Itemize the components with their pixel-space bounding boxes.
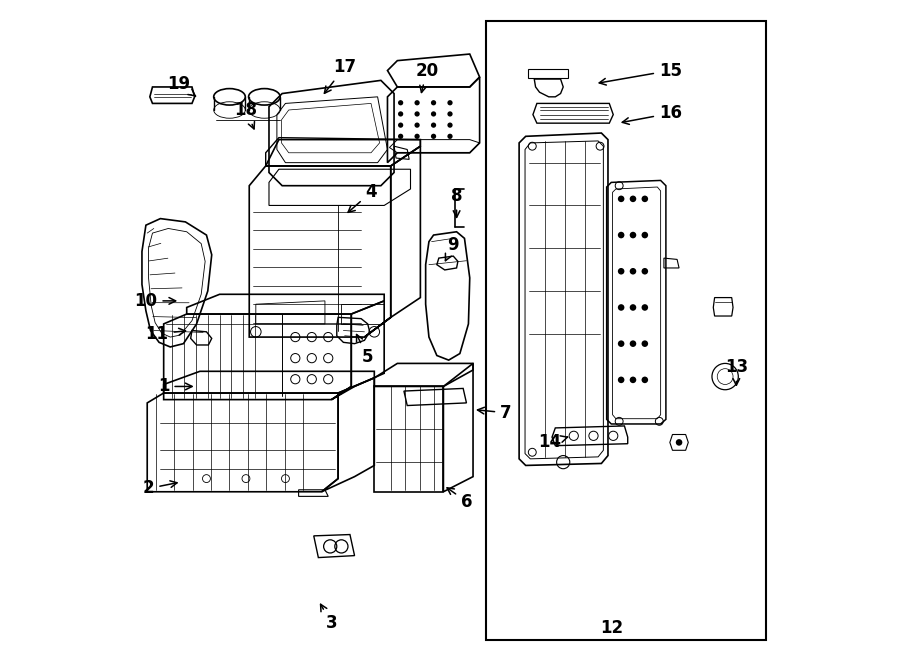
Circle shape bbox=[617, 304, 625, 311]
Text: 3: 3 bbox=[320, 604, 338, 633]
Circle shape bbox=[630, 196, 636, 202]
Text: 9: 9 bbox=[446, 236, 459, 260]
Circle shape bbox=[398, 100, 403, 105]
Circle shape bbox=[447, 122, 453, 128]
Bar bbox=[486, 21, 766, 640]
Circle shape bbox=[617, 340, 625, 347]
Circle shape bbox=[630, 304, 636, 311]
Circle shape bbox=[617, 377, 625, 383]
Text: 1: 1 bbox=[158, 377, 192, 395]
Circle shape bbox=[447, 100, 453, 105]
Text: 19: 19 bbox=[167, 75, 195, 96]
Circle shape bbox=[676, 439, 682, 446]
Text: 11: 11 bbox=[146, 325, 185, 343]
Circle shape bbox=[642, 232, 648, 239]
Circle shape bbox=[415, 134, 419, 139]
Circle shape bbox=[630, 377, 636, 383]
Circle shape bbox=[617, 268, 625, 274]
Circle shape bbox=[431, 100, 436, 105]
Text: 16: 16 bbox=[622, 104, 682, 124]
Text: 2: 2 bbox=[143, 479, 177, 498]
Circle shape bbox=[617, 232, 625, 239]
Circle shape bbox=[415, 100, 419, 105]
Circle shape bbox=[447, 134, 453, 139]
Text: 13: 13 bbox=[724, 358, 748, 385]
Text: 12: 12 bbox=[599, 619, 623, 637]
Circle shape bbox=[398, 122, 403, 128]
Circle shape bbox=[415, 122, 419, 128]
Text: 6: 6 bbox=[447, 488, 473, 511]
Circle shape bbox=[398, 134, 403, 139]
Circle shape bbox=[630, 232, 636, 239]
Circle shape bbox=[642, 304, 648, 311]
Circle shape bbox=[431, 134, 436, 139]
Circle shape bbox=[642, 196, 648, 202]
Text: 7: 7 bbox=[478, 404, 512, 422]
Text: 18: 18 bbox=[235, 101, 257, 129]
Text: 10: 10 bbox=[134, 292, 176, 310]
Text: 4: 4 bbox=[348, 183, 377, 212]
Text: 17: 17 bbox=[324, 58, 356, 93]
Circle shape bbox=[398, 111, 403, 116]
Circle shape bbox=[642, 268, 648, 274]
Circle shape bbox=[642, 340, 648, 347]
Circle shape bbox=[431, 122, 436, 128]
Circle shape bbox=[617, 196, 625, 202]
Circle shape bbox=[415, 111, 419, 116]
Text: 5: 5 bbox=[356, 334, 374, 366]
Circle shape bbox=[630, 340, 636, 347]
Circle shape bbox=[447, 111, 453, 116]
Text: 8: 8 bbox=[451, 186, 463, 217]
Circle shape bbox=[630, 268, 636, 274]
Text: 20: 20 bbox=[416, 61, 438, 93]
Text: 14: 14 bbox=[538, 434, 568, 451]
Text: 15: 15 bbox=[599, 61, 682, 85]
Circle shape bbox=[642, 377, 648, 383]
Circle shape bbox=[431, 111, 436, 116]
